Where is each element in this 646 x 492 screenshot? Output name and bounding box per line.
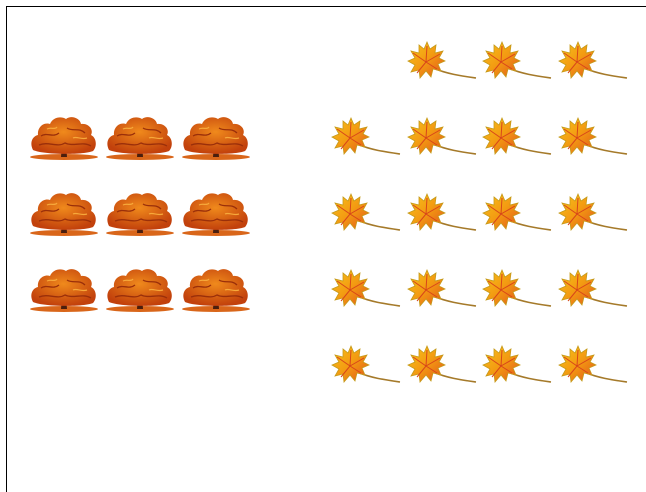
leaf bbox=[559, 270, 627, 306]
tree bbox=[30, 193, 98, 236]
leaf bbox=[332, 118, 400, 154]
leaf bbox=[559, 118, 627, 154]
leaf bbox=[483, 346, 551, 382]
leaf bbox=[483, 42, 551, 78]
leaf bbox=[408, 118, 476, 154]
tree bbox=[182, 269, 250, 312]
tree bbox=[30, 269, 98, 312]
page: {} (() => { const ns = 'http://www.w3.or… bbox=[0, 0, 646, 492]
leaf bbox=[332, 194, 400, 230]
tree bbox=[106, 269, 174, 312]
tree bbox=[106, 193, 174, 236]
leaf bbox=[559, 42, 627, 78]
leaf bbox=[408, 270, 476, 306]
leaf bbox=[408, 346, 476, 382]
tree-group bbox=[30, 117, 250, 312]
leaf bbox=[483, 194, 551, 230]
leaf bbox=[408, 42, 476, 78]
picture bbox=[0, 0, 646, 492]
leaf bbox=[408, 194, 476, 230]
leaf bbox=[332, 346, 400, 382]
leaf bbox=[483, 270, 551, 306]
leaf bbox=[483, 118, 551, 154]
tree bbox=[30, 117, 98, 160]
tree bbox=[182, 193, 250, 236]
tree bbox=[106, 117, 174, 160]
leaf-group bbox=[332, 42, 627, 382]
tree bbox=[182, 117, 250, 160]
leaf bbox=[332, 270, 400, 306]
leaf bbox=[559, 346, 627, 382]
leaf bbox=[559, 194, 627, 230]
